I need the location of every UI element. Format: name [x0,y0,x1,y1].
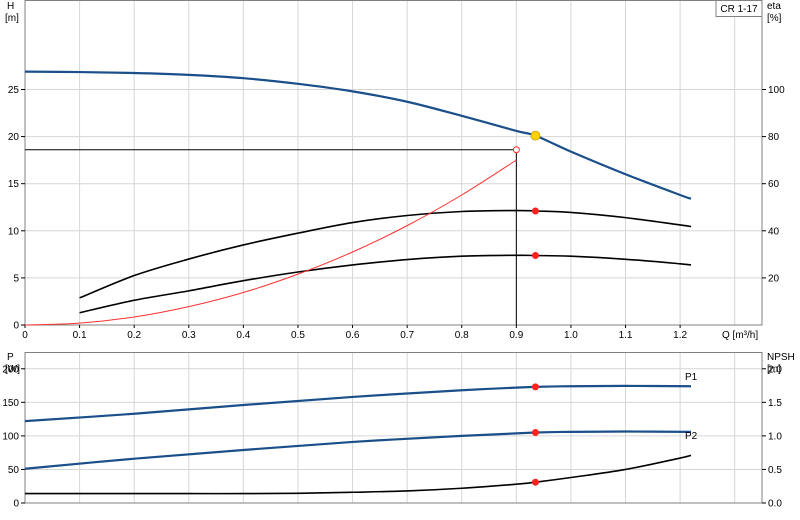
y-right-tick-label: 40 [768,226,780,237]
x-tick-label: 1.2 [673,330,687,341]
x-tick-label: 0.4 [236,330,250,341]
x-tick-label: 0.5 [291,330,305,341]
x-tick-label: 0.2 [127,330,141,341]
y-left-tick-label: 15 [8,179,20,190]
operating-point-dot [531,478,539,486]
y-left-tick-label: 150 [2,398,19,409]
operating-point-dot [531,252,539,260]
operating-point-dot [531,383,539,391]
x-tick-label: 0.8 [455,330,469,341]
x-tick-label: 1.1 [619,330,633,341]
series-line-eta-2 [79,254,692,314]
x-tick-label: 0.9 [509,330,523,341]
y-right-tick-label: 60 [768,179,780,190]
x-tick-label: 0.7 [400,330,414,341]
series-line-h-0 [24,70,692,200]
x-tick-label: 0.6 [346,330,360,341]
operating-point-marker [530,130,541,141]
y-left-axis-name: H [7,1,14,12]
y-left-tick-label: 25 [8,85,20,96]
duty-point-marker [512,146,520,154]
plot-frame [24,0,763,326]
y-left-tick-label: 100 [2,431,19,442]
series-label-p2: P2 [685,431,698,442]
y-right-tick-label: 1.5 [768,398,782,409]
y-left-tick-label: 0 [13,499,19,510]
y-left-tick-label: 20 [8,132,20,143]
chart-title: CR 1-17 [720,4,758,15]
series-label-p1: P1 [685,372,698,383]
y-right-tick-label: 0.0 [768,499,782,510]
x-tick-label: 1.0 [564,330,578,341]
x-tick-label: 0.3 [182,330,196,341]
y-right-tick-label: 20 [768,273,780,284]
operating-point-dot [531,207,539,215]
y-left-tick-label: 0 [13,321,19,332]
y-right-axis-name: eta [767,1,781,12]
y-right-axis-unit: [m] [767,364,781,375]
y-right-tick-label: 100 [768,85,785,96]
y-right-tick-label: 80 [768,132,780,143]
x-tick-label: 0.1 [73,330,87,341]
y-right-tick-label: 1.0 [768,431,782,442]
title-box [715,0,763,17]
y-left-tick-label: 10 [8,226,20,237]
y-right-tick-label: 2.0 [768,364,782,375]
series-line-eta-1 [79,209,692,299]
y-left-axis-unit: [m] [5,13,19,24]
y-left-tick-label: 5 [13,273,19,284]
series-line-p1-0 [24,384,692,423]
x-tick-label: 0 [22,330,28,341]
series-line-p2-1 [24,430,692,470]
y-right-tick-label: 0.5 [768,465,782,476]
y-left-axis-name: P [7,352,14,363]
y-left-tick-label: 50 [8,465,20,476]
series-line-npsh-2 [24,454,692,495]
plot-frame [24,352,763,504]
y-left-axis-unit: [W] [5,364,20,375]
y-right-axis-name: NPSH [767,352,795,363]
series-line-system-3 [24,159,517,326]
operating-point-dot [531,429,539,437]
x-axis-label: Q [m³/h] [722,330,758,341]
y-left-tick-label: 200 [2,364,19,375]
y-right-axis-unit: [%] [767,13,782,24]
